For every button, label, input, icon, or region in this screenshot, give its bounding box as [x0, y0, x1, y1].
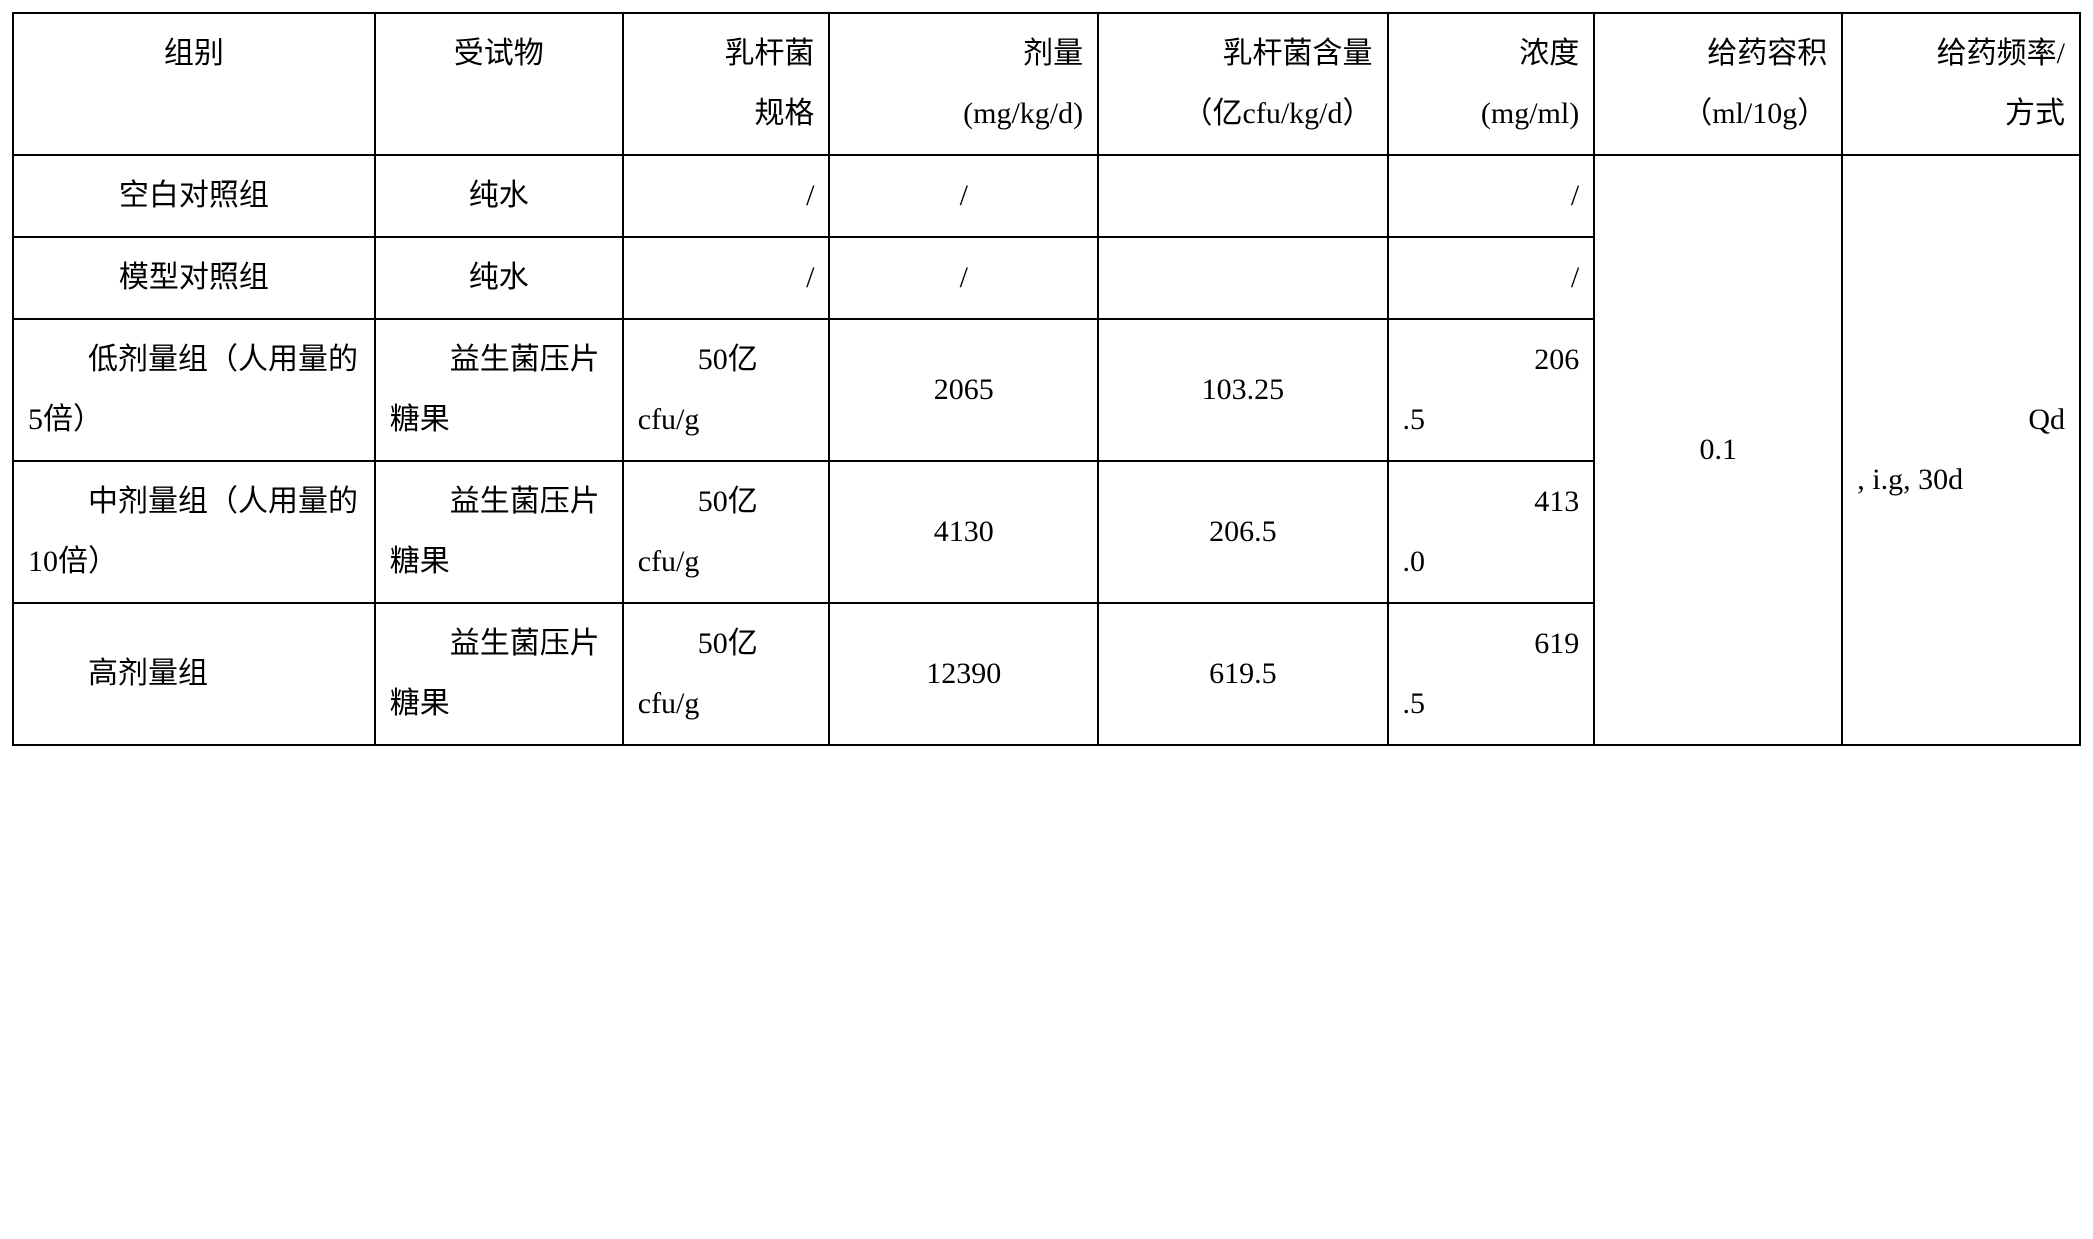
cell-group: 高剂量组 — [13, 603, 375, 745]
cell-spec: 50亿 cfu/g — [623, 603, 830, 745]
cell-conc: 206 .5 — [1388, 319, 1595, 461]
col-dose: 剂量(mg/kg/d) — [829, 13, 1098, 155]
cell-content — [1098, 237, 1387, 319]
cell-spec: / — [623, 237, 830, 319]
col-content: 乳杆菌含量（亿cfu/kg/d） — [1098, 13, 1387, 155]
cell-freq-merged: Qd , i.g, 30d — [1842, 155, 2080, 745]
cell-conc: / — [1388, 155, 1595, 237]
cell-spec: 50亿 cfu/g — [623, 461, 830, 603]
dosage-table: 组别 受试物 乳杆菌规格 剂量(mg/kg/d) 乳杆菌含量（亿cfu/kg/d… — [12, 12, 2081, 746]
cell-group: 中剂量组（人用量的 10倍） — [13, 461, 375, 603]
freq-line1: Qd — [2028, 403, 2065, 436]
cell-dose: 2065 — [829, 319, 1098, 461]
table-row: 空白对照组 纯水 / / / 0.1 Qd , i.g, 30d — [13, 155, 2080, 237]
cell-group: 模型对照组 — [13, 237, 375, 319]
col-conc: 浓度(mg/ml) — [1388, 13, 1595, 155]
cell-subst: 纯水 — [375, 155, 623, 237]
cell-dose: 4130 — [829, 461, 1098, 603]
freq-line2: , i.g, 30d — [1857, 450, 2065, 510]
col-volume: 给药容积（ml/10g） — [1594, 13, 1842, 155]
cell-conc: / — [1388, 237, 1595, 319]
cell-volume-merged: 0.1 — [1594, 155, 1842, 745]
cell-group: 低剂量组（人用量的 5倍） — [13, 319, 375, 461]
cell-spec: / — [623, 155, 830, 237]
header-row: 组别 受试物 乳杆菌规格 剂量(mg/kg/d) 乳杆菌含量（亿cfu/kg/d… — [13, 13, 2080, 155]
conc-b: .5 — [1403, 674, 1580, 734]
conc-a: 619 — [1403, 614, 1580, 674]
col-freq: 给药频率/方式 — [1842, 13, 2080, 155]
col-group: 组别 — [13, 13, 375, 155]
cell-conc: 619 .5 — [1388, 603, 1595, 745]
cell-content: 619.5 — [1098, 603, 1387, 745]
conc-b: .0 — [1403, 532, 1580, 592]
cell-spec: 50亿 cfu/g — [623, 319, 830, 461]
conc-b: .5 — [1403, 390, 1580, 450]
cell-subst: 益生菌压片糖果 — [375, 319, 623, 461]
cell-group: 空白对照组 — [13, 155, 375, 237]
col-spec: 乳杆菌规格 — [623, 13, 830, 155]
conc-a: 206 — [1403, 330, 1580, 390]
cell-dose: / — [829, 155, 1098, 237]
col-substance: 受试物 — [375, 13, 623, 155]
cell-dose: 12390 — [829, 603, 1098, 745]
cell-content: 103.25 — [1098, 319, 1387, 461]
cell-conc: 413 .0 — [1388, 461, 1595, 603]
cell-subst: 益生菌压片糖果 — [375, 461, 623, 603]
conc-a: 413 — [1403, 472, 1580, 532]
cell-subst: 纯水 — [375, 237, 623, 319]
cell-content: 206.5 — [1098, 461, 1387, 603]
cell-dose: / — [829, 237, 1098, 319]
cell-content — [1098, 155, 1387, 237]
cell-subst: 益生菌压片糖果 — [375, 603, 623, 745]
